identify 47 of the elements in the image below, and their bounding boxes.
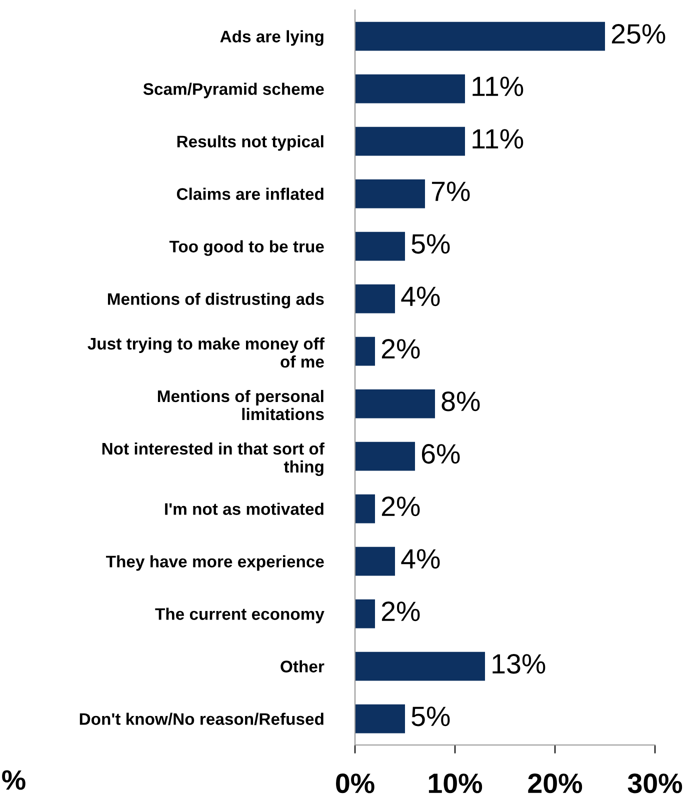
bar bbox=[355, 652, 485, 681]
y-tick-label: I'm not as motivated bbox=[165, 502, 324, 515]
y-tick-label: Scam/Pyramid scheme bbox=[143, 82, 324, 98]
data-label: 8% bbox=[442, 392, 480, 412]
data-label: 11% bbox=[472, 129, 524, 149]
text: % bbox=[2, 770, 26, 790]
bar bbox=[355, 232, 405, 261]
data-label: 2% bbox=[382, 602, 420, 622]
bar bbox=[355, 494, 375, 524]
bar bbox=[355, 74, 465, 104]
y-tick-label: Results not typical bbox=[177, 135, 324, 151]
x-tick-label: 20% bbox=[528, 774, 582, 794]
x-tick-label: 10% bbox=[428, 774, 482, 794]
data-label: 5% bbox=[412, 234, 450, 254]
bar bbox=[355, 442, 415, 471]
bar bbox=[355, 599, 375, 628]
data-label: 7% bbox=[432, 182, 470, 202]
data-label: 11% bbox=[472, 76, 524, 96]
bar bbox=[355, 389, 435, 418]
data-label: 13% bbox=[492, 654, 546, 674]
data-label: 2% bbox=[382, 339, 420, 359]
y-tick-label: Not interested in that sort of thing bbox=[102, 442, 324, 476]
data-label: 6% bbox=[422, 444, 460, 464]
bar bbox=[355, 704, 405, 734]
y-tick-label: Don't know/No reason/Refused bbox=[80, 712, 324, 726]
y-tick-label: Claims are inflated bbox=[176, 188, 324, 200]
data-label: 5% bbox=[412, 706, 450, 726]
y-tick-label: Too good to be true bbox=[169, 240, 324, 256]
y-tick-label: Other bbox=[280, 660, 324, 672]
x-tick-label: 30% bbox=[628, 774, 682, 794]
bar bbox=[355, 546, 395, 576]
bar bbox=[355, 179, 425, 208]
y-tick-label: Mentions of distrusting ads bbox=[108, 292, 324, 308]
y-tick-label: They have more experience bbox=[106, 555, 324, 571]
data-label: 4% bbox=[401, 549, 440, 569]
data-label: 25% bbox=[612, 24, 666, 44]
bar bbox=[355, 284, 395, 314]
data-label: 4% bbox=[401, 286, 440, 306]
bar bbox=[355, 22, 605, 51]
bar bbox=[355, 126, 465, 156]
y-tick-label: The current economy bbox=[155, 608, 324, 624]
y-tick-label: Just trying to make money off of me bbox=[88, 337, 324, 368]
y-tick-label: Ads are lying bbox=[220, 30, 324, 46]
bar bbox=[355, 336, 375, 366]
x-tick-label: 0% bbox=[336, 774, 374, 794]
data-label: 2% bbox=[382, 496, 420, 516]
y-tick-label: Mentions of personal limitations bbox=[158, 390, 324, 420]
